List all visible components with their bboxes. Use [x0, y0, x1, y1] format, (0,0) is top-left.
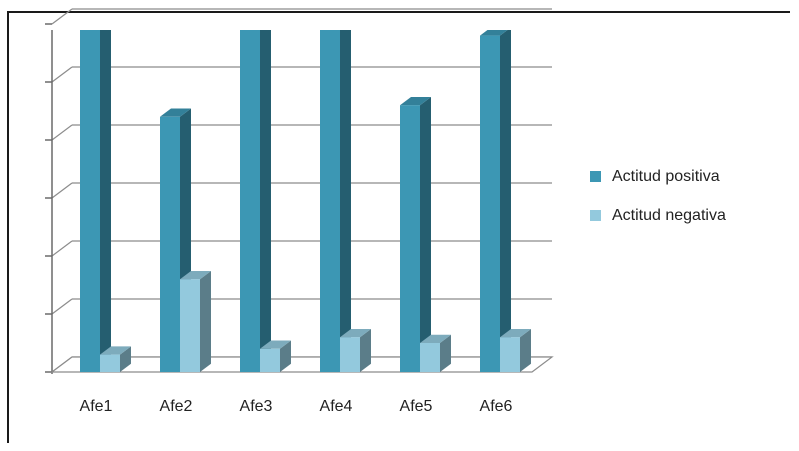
- bar-Afe3-negativa: [260, 340, 291, 372]
- bar-front: [240, 30, 260, 372]
- x-tick-label-Afe1: Afe1: [80, 398, 113, 415]
- legend-label: Actitud positiva: [612, 168, 720, 185]
- bar-Afe6-negativa: [500, 328, 531, 372]
- bar-front: [100, 354, 120, 372]
- bar-side: [260, 30, 271, 372]
- bar-Afe4-positiva: [320, 16, 351, 372]
- bar-top: [500, 328, 531, 338]
- bar-side: [280, 340, 291, 372]
- bar-top: [80, 16, 111, 24]
- bar-side: [360, 328, 371, 372]
- bar-side: [100, 30, 111, 372]
- gridline-side: [51, 66, 73, 83]
- bar-front: [80, 30, 100, 372]
- bar-side: [200, 270, 211, 372]
- bar-front: [260, 348, 280, 372]
- bar-Afe6-positiva: [480, 30, 511, 372]
- bar-top: [260, 340, 291, 349]
- bar-top: [400, 96, 431, 106]
- bar-top: [100, 346, 131, 355]
- bar-front: [180, 279, 200, 372]
- gridline-side: [51, 240, 73, 257]
- bar-Afe5-negativa: [420, 334, 451, 372]
- legend-label: Actitud negativa: [612, 207, 726, 224]
- bar-side: [500, 30, 511, 372]
- bar-top: [180, 270, 211, 280]
- bar-side: [520, 328, 531, 372]
- legend-swatch: [590, 210, 601, 221]
- gridline-side: [51, 298, 73, 315]
- bar-Afe3-positiva: [240, 16, 271, 372]
- bar-front: [160, 116, 180, 372]
- legend-swatch: [590, 171, 601, 182]
- bar-side: [340, 30, 351, 372]
- bar-Afe4-negativa: [340, 328, 371, 372]
- bar-top: [420, 334, 451, 343]
- bar-Afe2-negativa: [180, 270, 211, 372]
- bar-front: [500, 337, 520, 372]
- bar-top: [160, 108, 191, 117]
- gridline-side: [51, 8, 73, 25]
- bar-side: [120, 346, 131, 372]
- x-tick-label-Afe3: Afe3: [240, 398, 273, 415]
- bar-front: [320, 30, 340, 372]
- bars-group: [80, 16, 531, 373]
- x-tick-label-Afe2: Afe2: [160, 398, 193, 415]
- x-tick-label-Afe6: Afe6: [480, 398, 513, 415]
- x-tick-label-Afe4: Afe4: [320, 398, 353, 415]
- gridline-side: [51, 182, 73, 199]
- bar-Afe1-positiva: [80, 16, 111, 372]
- gridline-side: [51, 124, 73, 141]
- bar-front: [480, 35, 500, 372]
- bar-Afe5-positiva: [400, 96, 431, 372]
- bar-top: [240, 16, 271, 24]
- bar-top: [320, 16, 351, 24]
- bar-front: [420, 343, 440, 372]
- bar-top: [480, 30, 508, 36]
- bar-top: [340, 328, 371, 338]
- x-tick-label-Afe5: Afe5: [400, 398, 433, 415]
- bar-side: [420, 96, 431, 372]
- bar-Afe1-negativa: [100, 346, 131, 372]
- bar-front: [340, 337, 360, 372]
- bar-Afe2-positiva: [160, 108, 191, 373]
- bar-side: [440, 334, 451, 372]
- bar-front: [400, 105, 420, 372]
